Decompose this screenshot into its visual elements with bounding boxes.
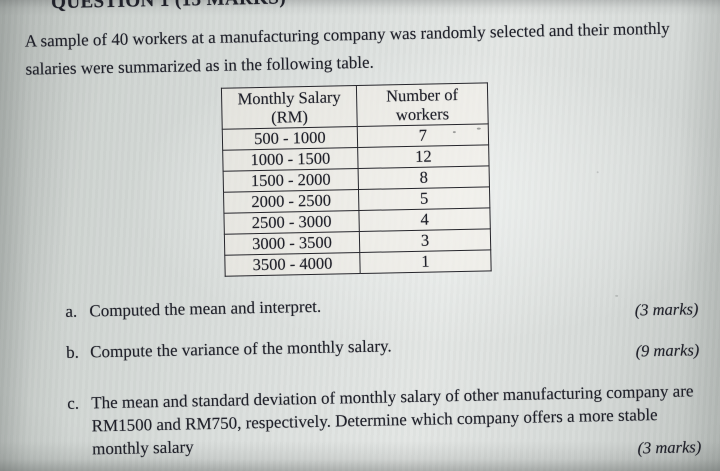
salary-range-cell: 3500 - 4000 — [224, 252, 361, 277]
header-workers-line2: workers — [395, 104, 450, 125]
salary-range-cell: 2500 - 3000 — [223, 210, 360, 235]
dust-speck — [615, 294, 619, 297]
table-header-row: Monthly Salary (RM) Number of workers — [221, 82, 489, 130]
header-monthly-salary-line2: (RM) — [270, 107, 309, 127]
dust-speck — [596, 171, 599, 174]
workers-count-cell: 7 — [357, 123, 489, 148]
salary-range-cell: 1000 - 1500 — [222, 147, 359, 172]
question-header-partial: QUESTION 1 (15 MARKS) — [50, 0, 287, 14]
dust-speck — [210, 347, 214, 351]
workers-count-cell: 1 — [359, 249, 492, 274]
question-c-label: c. — [67, 393, 80, 413]
header-monthly-salary-line1: Monthly Salary — [237, 86, 341, 108]
workers-count-cell: 4 — [358, 207, 491, 232]
question-item-a: a. Computed the mean and interpret. — [65, 295, 321, 323]
header-cell-number-of-workers: Number of workers — [356, 82, 489, 127]
salary-range-cell: 2000 - 2500 — [223, 189, 359, 214]
question-a-text: Computed the mean and interpret. — [89, 296, 322, 321]
question-item-b: b. Compute the variance of the monthly s… — [66, 334, 392, 364]
salary-frequency-table: Monthly Salary (RM) Number of workers 50… — [220, 82, 492, 277]
salary-range-cell: 500 - 1000 — [222, 126, 358, 151]
dust-speck — [301, 259, 305, 262]
salary-range-cell: 1500 - 2000 — [223, 168, 359, 193]
question-a-marks: (3 marks) — [634, 299, 699, 320]
question-a-label: a. — [65, 301, 78, 321]
workers-count-cell: 12 — [357, 144, 490, 169]
question-b-marks: (9 marks) — [635, 340, 700, 361]
workers-count-cell: 8 — [358, 165, 490, 190]
workers-count-cell: 3 — [359, 228, 491, 253]
question-c-text: The mean and standard deviation of month… — [91, 379, 695, 460]
salary-range-cell: 3000 - 3500 — [224, 231, 360, 256]
workers-count-cell: 5 — [358, 186, 490, 211]
question-b-text: Compute the variance of the monthly sala… — [90, 336, 392, 362]
header-workers-line1: Number of — [385, 84, 459, 105]
question-c-marks: (3 marks) — [637, 437, 702, 458]
intro-paragraph: A sample of 40 workers at a manufacturin… — [25, 14, 698, 82]
question-item-c: c. The mean and standard deviation of mo… — [67, 379, 708, 461]
dust-speck — [452, 131, 456, 134]
question-b-label: b. — [66, 342, 80, 362]
header-cell-monthly-salary: Monthly Salary (RM) — [221, 85, 358, 130]
